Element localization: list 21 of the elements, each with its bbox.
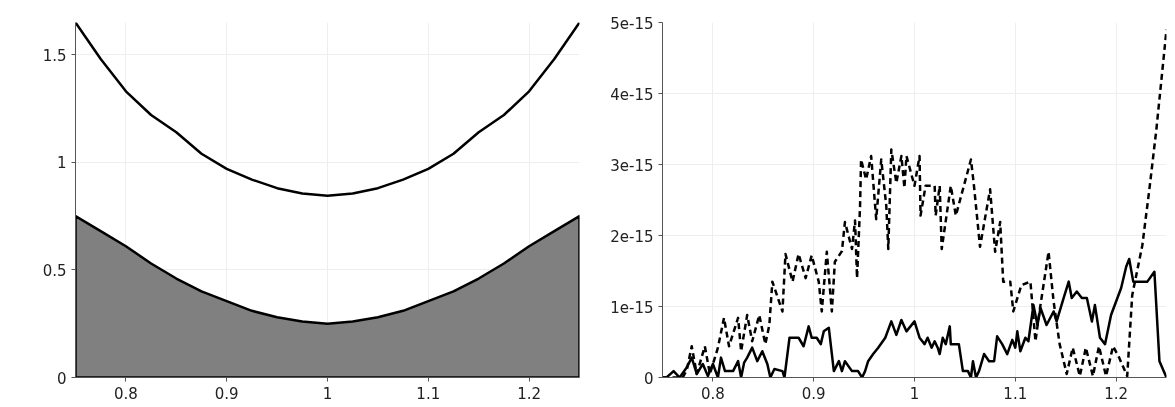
y-tick-label: 1 — [56, 154, 67, 173]
x-tick-label: 1.2 — [517, 384, 542, 403]
line-series — [75, 22, 580, 197]
x-tick-label: 0.8 — [700, 384, 725, 403]
y-tick-label: 4e-15 — [610, 85, 654, 104]
y-tick-label: 0 — [643, 369, 654, 388]
y-tick-label: 5e-15 — [610, 14, 654, 33]
x-tick-label: 0.9 — [214, 384, 239, 403]
x-tick-label: 1 — [322, 384, 333, 403]
y-tick-label: 2e-15 — [610, 227, 654, 246]
x-tick-label: 1 — [909, 384, 920, 403]
y-tick-label: 0.5 — [42, 261, 67, 280]
x-tick-label: 1.1 — [1003, 384, 1028, 403]
x-tick-label: 0.8 — [113, 384, 138, 403]
y-tick-label: 3e-15 — [610, 156, 654, 175]
y-tick-label: 1.5 — [42, 46, 67, 65]
x-tick-label: 1.1 — [416, 384, 441, 403]
y-tick-label: 1e-15 — [610, 298, 654, 317]
x-tick-label: 0.9 — [801, 384, 826, 403]
y-tick-label: 0 — [56, 369, 67, 388]
x-tick-label: 1.2 — [1104, 384, 1129, 403]
